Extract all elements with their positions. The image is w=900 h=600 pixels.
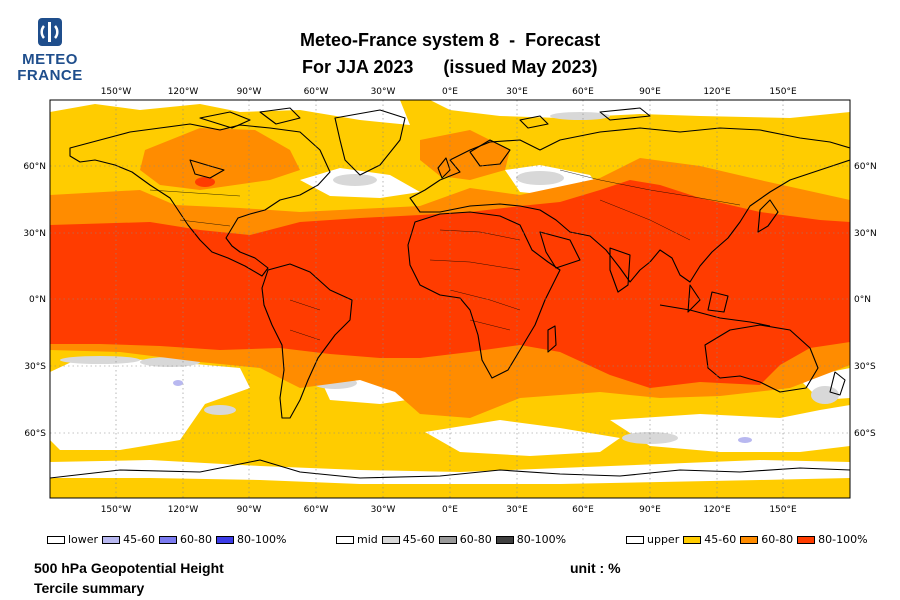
lon-label: 150°W xyxy=(101,87,132,97)
legend-swatch xyxy=(102,535,121,544)
legend-label: 60-80 xyxy=(459,533,492,546)
lon-label: 120°W xyxy=(168,505,199,515)
chart-subtitle: For JJA 2023 (issued May 2023) xyxy=(302,57,598,77)
legend-swatch xyxy=(797,535,816,544)
legend-label: 80-100% xyxy=(237,533,287,546)
lon-label: 0°E xyxy=(442,505,458,515)
lat-label: 60°S xyxy=(854,429,876,439)
lat-label: 30°S xyxy=(854,362,876,372)
chart-title: Meteo-France system 8 - Forecast xyxy=(300,30,601,50)
legend-swatch xyxy=(47,535,65,544)
lat-label: 30°N xyxy=(854,229,877,239)
lon-label: 90°E xyxy=(639,505,661,515)
meteo-france-logo: METEO FRANCE xyxy=(14,16,86,86)
map-plot-area xyxy=(50,100,850,498)
legend-lower: lower 45-60 60-80 80-100% xyxy=(47,533,290,546)
legend-swatch xyxy=(438,535,457,544)
lat-label: 60°S xyxy=(24,429,46,439)
tercile-map: 150°W 120°W 90°W 60°W 30°W 0°E 30°E 60°E… xyxy=(23,87,877,515)
legend: lower 45-60 60-80 80-100% mid 45-60 60-8… xyxy=(0,533,900,549)
lon-labels-top: 150°W 120°W 90°W 60°W 30°W 0°E 30°E 60°E… xyxy=(101,87,797,97)
lon-label: 120°W xyxy=(168,87,199,97)
country-borders xyxy=(149,169,741,341)
legend-label: 80-100% xyxy=(818,533,868,546)
legend-swatch xyxy=(740,535,759,544)
product-name: Tercile summary xyxy=(34,580,145,596)
lon-label: 0°E xyxy=(442,87,458,97)
legend-label: upper xyxy=(647,533,680,546)
lon-label: 90°W xyxy=(237,87,262,97)
legend-swatch xyxy=(216,535,235,544)
lon-label: 150°E xyxy=(769,87,797,97)
legend-label: 60-80 xyxy=(761,533,794,546)
legend-swatch xyxy=(336,535,354,544)
lat-labels-left: 60°N 30°N 0°N 30°S 60°S xyxy=(23,162,46,439)
graticule xyxy=(50,100,850,498)
legend-upper: upper 45-60 60-80 80-100% xyxy=(626,533,872,546)
lon-labels-bottom: 150°W 120°W 90°W 60°W 30°W 0°E 30°E 60°E… xyxy=(101,505,797,515)
legend-label: 60-80 xyxy=(180,533,213,546)
meteo-france-logo-icon xyxy=(38,18,62,46)
coastlines xyxy=(50,107,850,479)
logo-text-meteo: METEO xyxy=(22,51,78,68)
lon-label: 30°W xyxy=(371,87,396,97)
lon-label: 60°W xyxy=(304,505,329,515)
legend-mid: mid 45-60 60-80 80-100% xyxy=(336,533,570,546)
legend-swatch xyxy=(159,535,178,544)
lon-label: 150°E xyxy=(769,505,797,515)
logo-text-france: FRANCE xyxy=(17,67,83,84)
legend-label: mid xyxy=(357,533,378,546)
lon-label: 120°E xyxy=(703,505,731,515)
legend-swatch xyxy=(381,535,400,544)
legend-swatch xyxy=(626,535,644,544)
lat-label: 30°S xyxy=(24,362,46,372)
lon-label: 90°W xyxy=(237,505,262,515)
legend-label: 45-60 xyxy=(402,533,435,546)
unit-label: unit : % xyxy=(570,560,621,576)
legend-label: 45-60 xyxy=(704,533,737,546)
lat-label: 0°N xyxy=(29,295,46,305)
lat-label: 60°N xyxy=(23,162,46,172)
lon-label: 60°E xyxy=(572,87,594,97)
legend-swatch xyxy=(495,535,514,544)
legend-label: lower xyxy=(68,533,99,546)
legend-label: 45-60 xyxy=(123,533,156,546)
lon-label: 90°E xyxy=(639,87,661,97)
lon-label: 30°W xyxy=(371,505,396,515)
lon-label: 120°E xyxy=(703,87,731,97)
lat-label: 60°N xyxy=(854,162,877,172)
legend-swatch xyxy=(683,535,702,544)
lon-label: 30°E xyxy=(506,87,528,97)
map-frame xyxy=(49,99,851,499)
lat-label: 30°N xyxy=(23,229,46,239)
lower-45-60-areas xyxy=(173,380,752,443)
lon-label: 30°E xyxy=(506,505,528,515)
lon-label: 150°W xyxy=(101,505,132,515)
lon-label: 60°W xyxy=(304,87,329,97)
lat-labels-right: 60°N 30°N 0°N 30°S 60°S xyxy=(854,162,877,439)
lon-label: 60°E xyxy=(572,505,594,515)
lat-label: 0°N xyxy=(854,295,871,305)
variable-name: 500 hPa Geopotential Height xyxy=(34,560,224,576)
legend-label: 80-100% xyxy=(516,533,567,546)
